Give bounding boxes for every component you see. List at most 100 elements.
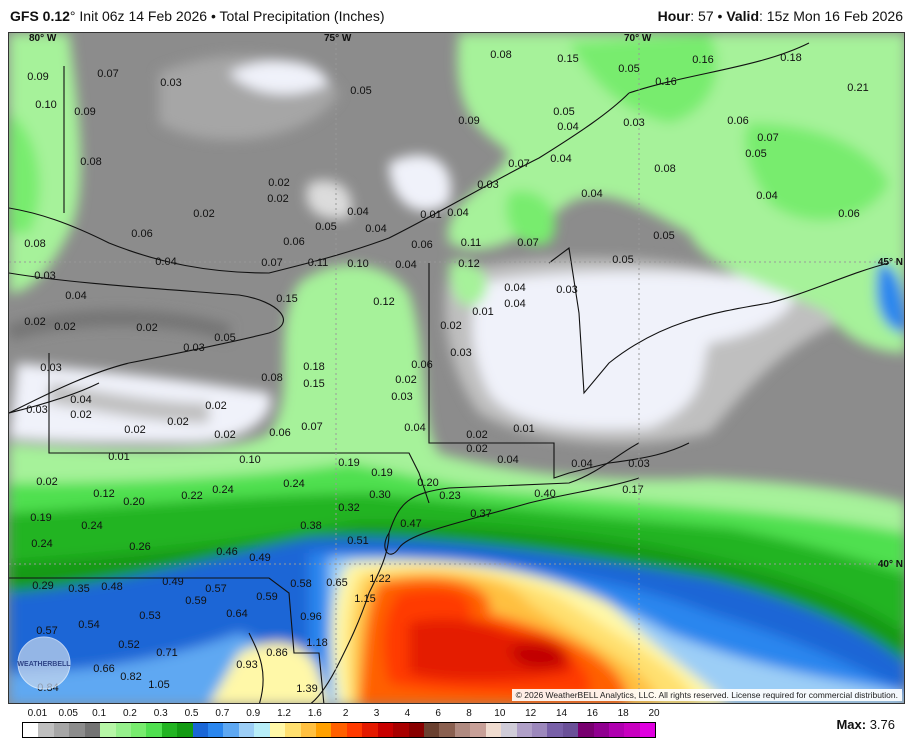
contour-label: 0.02	[268, 177, 289, 189]
colorbar-tick-label: 3	[373, 708, 380, 719]
contour-label: 0.24	[212, 484, 233, 496]
colorbar-swatch	[578, 723, 594, 737]
contour-label: 0.07	[301, 421, 322, 433]
colorbar-swatch	[238, 723, 255, 737]
contour-label: 0.05	[618, 63, 639, 75]
contour-label: 0.16	[655, 76, 676, 88]
graticule-label: 70° W	[624, 33, 652, 44]
contour-label: 0.29	[32, 580, 53, 592]
contour-label: 0.71	[156, 647, 177, 659]
contour-label: 0.02	[54, 321, 75, 333]
separator: •	[210, 8, 216, 24]
contour-label: 0.01	[472, 306, 493, 318]
valid-time: 15z Mon 16 Feb 2026	[766, 8, 903, 24]
contour-label: 0.03	[623, 117, 644, 129]
contour-label: 0.04	[70, 394, 91, 406]
contour-label: 0.07	[97, 68, 118, 80]
colorbar-tick-label: 0.7	[215, 708, 230, 719]
contour-label: 0.08	[24, 238, 45, 250]
graticule-label: 45° N	[878, 257, 903, 268]
contour-label: 0.03	[477, 179, 498, 191]
contour-value-labels: 0.09 0.07 0.03 0.10 0.09 0.08 0.05 0.08 0.15 0.05…	[24, 49, 868, 695]
contour-label: 0.03	[391, 391, 412, 403]
contour-label: 0.03	[40, 362, 61, 374]
colorbar-tick-label: 0.5	[184, 708, 199, 719]
colorbar-swatch	[439, 723, 455, 737]
hour-label: Hour	[657, 8, 691, 24]
contour-label: 0.04	[404, 422, 425, 434]
contour-label: 0.09	[27, 71, 48, 83]
colorbar-swatch	[562, 723, 579, 737]
contour-label: 0.02	[466, 429, 487, 441]
contour-label: 0.04	[347, 206, 368, 218]
valid-time-info: Hour: 57 • Valid: 15z Mon 16 Feb 2026	[657, 8, 903, 24]
contour-label: 0.17	[622, 484, 643, 496]
contour-label: 0.02	[136, 322, 157, 334]
contour-label: 0.06	[283, 236, 304, 248]
init-time: Init 06z 14 Feb 2026	[79, 8, 208, 24]
contour-label: 0.05	[553, 106, 574, 118]
contour-label: 0.04	[447, 207, 468, 219]
contour-label: 0.02	[124, 424, 145, 436]
contour-label: 0.04	[395, 259, 416, 271]
contour-label: 1.22	[369, 573, 390, 585]
colorbar-swatch	[377, 723, 394, 737]
contour-label: 0.02	[193, 208, 214, 220]
contour-label: 0.59	[256, 591, 277, 603]
contour-label: 0.06	[269, 427, 290, 439]
contour-label: 0.54	[78, 619, 99, 631]
contour-label: 0.47	[400, 518, 421, 530]
contour-label: 0.12	[458, 258, 479, 270]
contour-label: 0.66	[93, 663, 114, 675]
colorbar-tick-label: 0.1	[92, 708, 107, 719]
contour-label: 0.02	[267, 193, 288, 205]
colorbar-tick-label: 12	[525, 708, 537, 719]
contour-label: 0.06	[727, 115, 748, 127]
contour-label: 0.20	[417, 477, 438, 489]
colorbar-swatch	[208, 723, 224, 737]
contour-label: 0.05	[612, 254, 633, 266]
max-number: 3.76	[869, 717, 895, 732]
max-label: Max:	[836, 717, 867, 732]
colorbar-tick-label: 0.05	[58, 708, 78, 719]
product-name: Total Precipitation (Inches)	[219, 8, 385, 24]
degree-symbol: °	[69, 8, 76, 24]
contour-label: 0.18	[780, 52, 801, 64]
graticule-label: 75° W	[324, 33, 352, 44]
contour-label: 0.10	[35, 99, 56, 111]
contour-label: 0.37	[470, 508, 491, 520]
coastlines	[9, 42, 890, 703]
colorbar-tick-label: 18	[617, 708, 629, 719]
contour-label: 0.09	[74, 106, 95, 118]
colorbar-tick-label: 0.9	[246, 708, 261, 719]
contour-label: 0.02	[440, 320, 461, 332]
contour-label: 0.64	[226, 608, 247, 620]
contour-label: 0.30	[369, 489, 390, 501]
contour-label: 0.38	[300, 520, 321, 532]
copyright-notice: © 2026 WeatherBELL Analytics, LLC. All r…	[511, 689, 902, 701]
contour-label: 0.32	[338, 502, 359, 514]
colorbar-swatch	[485, 723, 502, 737]
contour-label: 0.11	[461, 237, 482, 249]
contour-label: 0.03	[450, 347, 471, 359]
contour-label: 0.02	[167, 416, 188, 428]
contour-label: 0.52	[118, 639, 139, 651]
colorbar-swatch	[331, 723, 347, 737]
colorbar-tick-label: 4	[404, 708, 411, 719]
contour-label: 0.49	[162, 576, 183, 588]
contour-label: 0.07	[517, 237, 538, 249]
colorbar-labels: 0.01 0.05 0.1 0.2 0.3 0.5 0.7 0.9 1.2 1.6 2 3 4 6 8 10 1…	[22, 708, 660, 722]
colorbar-swatch	[624, 723, 640, 737]
weatherbell-logo: WEATHERBELL	[17, 636, 71, 690]
contour-label: 1.05	[148, 679, 169, 691]
contour-label: 0.04	[365, 223, 386, 235]
graticule	[9, 33, 904, 703]
contour-label: 0.02	[205, 400, 226, 412]
contour-label: 0.23	[439, 490, 460, 502]
contour-label: 0.02	[36, 476, 57, 488]
colorbar-swatch	[454, 723, 471, 737]
colorbar-swatch	[254, 723, 270, 737]
contour-label: 0.24	[81, 520, 102, 532]
contour-label: 1.39	[296, 683, 317, 695]
colorbar-tick-label: 2	[342, 708, 349, 719]
